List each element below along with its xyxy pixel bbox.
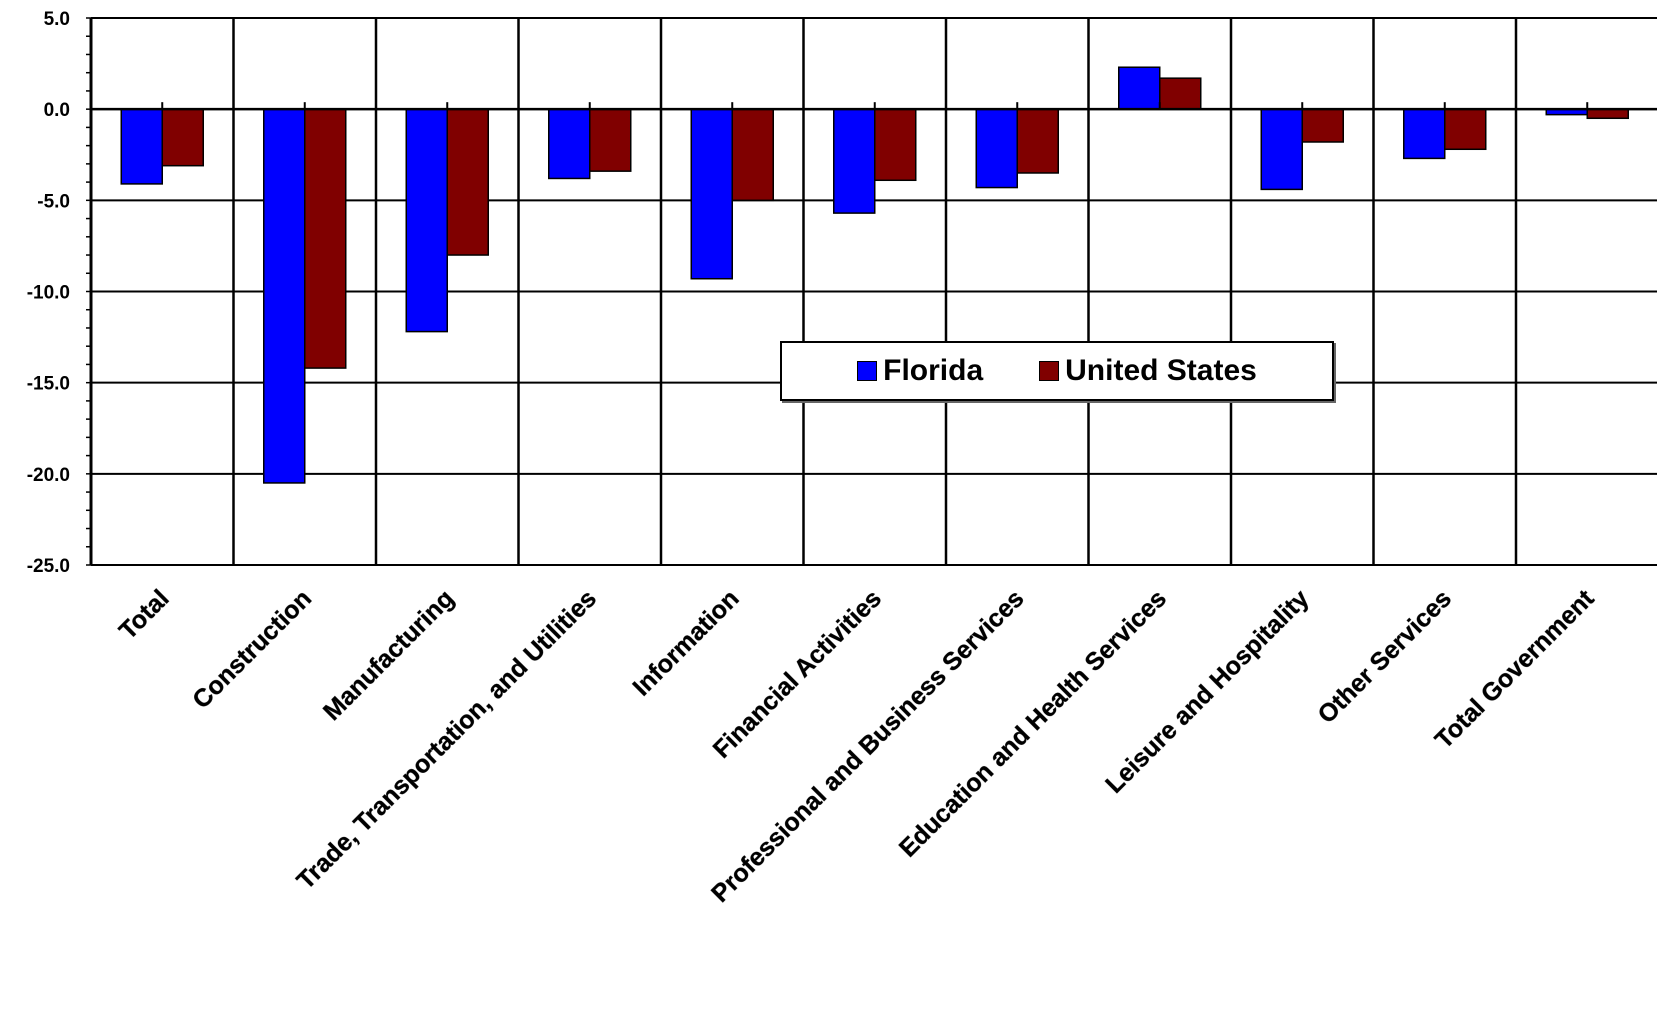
bar-united-states: [304, 108, 347, 369]
y-tick-label: -25.0: [27, 556, 70, 577]
x-tick-label: Total: [114, 584, 175, 645]
x-tick-label: Education and Health Services: [894, 584, 1172, 862]
bar-florida: [1260, 108, 1303, 191]
legend-label-florida: Florida: [883, 354, 984, 387]
legend-item-florida: Florida: [857, 354, 983, 388]
x-tick-label: Professional and Business Services: [706, 584, 1029, 907]
bar-florida: [120, 108, 163, 185]
x-tick-label: Information: [627, 584, 744, 701]
y-tick-label: -20.0: [27, 465, 70, 486]
bar-florida: [548, 108, 591, 180]
bar-united-states: [1159, 77, 1202, 110]
bar-united-states: [589, 108, 632, 172]
bar-florida: [833, 108, 876, 214]
bar-florida: [1118, 66, 1161, 110]
y-tick-label: -15.0: [27, 374, 70, 395]
legend-swatch-florida: [857, 361, 878, 381]
x-tick-label: Total Government: [1430, 584, 1600, 754]
bar-florida: [975, 108, 1018, 189]
axis-layer: [86, 17, 1657, 566]
legend: Florida United States: [780, 341, 1334, 401]
y-tick-labels: 5.0 0.0 -5.0 -10.0 -15.0 -20.0 -25.0: [27, 9, 70, 577]
bar-united-states: [1586, 108, 1629, 120]
y-tick-label: -10.0: [27, 283, 70, 304]
bar-united-states: [874, 108, 917, 182]
x-tick-label: Construction: [187, 584, 317, 714]
bar-united-states: [1016, 108, 1059, 174]
x-tick-label: Trade, Transportation, and Utilities: [291, 584, 602, 895]
bar-united-states: [731, 108, 774, 202]
legend-label-united-states: United States: [1065, 354, 1257, 387]
bar-united-states: [446, 108, 489, 256]
y-tick-label: 0.0: [44, 100, 70, 121]
y-tick-label: -5.0: [37, 191, 70, 212]
bar-florida: [690, 108, 733, 280]
legend-item-united-states: United States: [1039, 354, 1257, 388]
legend-swatch-united-states: [1039, 361, 1060, 381]
bar-united-states: [161, 108, 204, 167]
y-tick-label: 5.0: [44, 9, 70, 30]
bar-layer: [120, 66, 1629, 484]
x-tick-label: Manufacturing: [318, 584, 460, 726]
bar-united-states: [1301, 108, 1344, 143]
bar-florida: [263, 108, 306, 484]
bar-florida: [1403, 108, 1446, 160]
bar-florida: [405, 108, 448, 333]
bar-united-states: [1444, 108, 1487, 151]
x-tick-label: Other Services: [1312, 584, 1457, 729]
